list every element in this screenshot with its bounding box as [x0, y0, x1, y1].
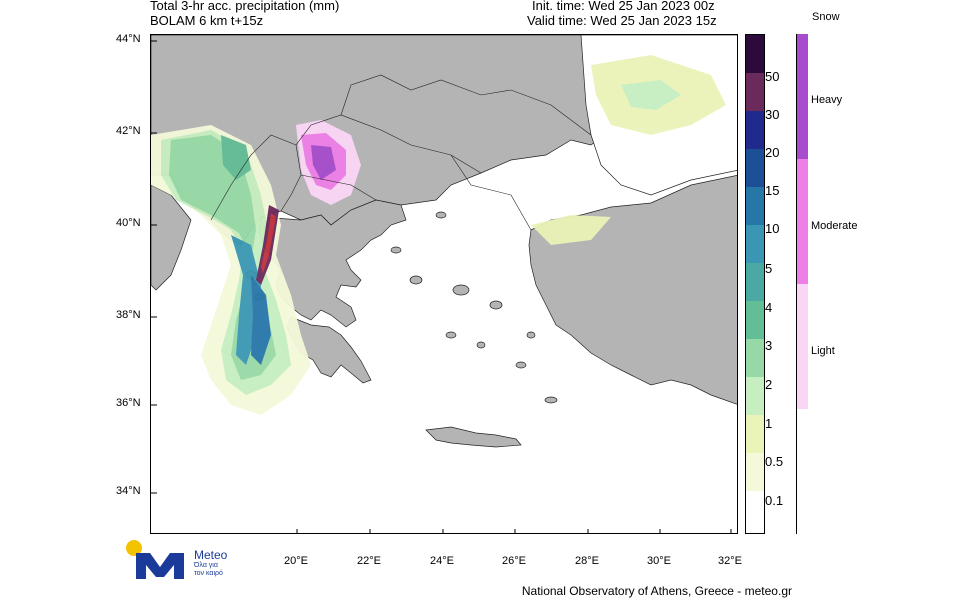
legend-label-20: 20 [765, 145, 780, 160]
snow-label-light: Light [811, 345, 835, 357]
logo-name: Meteo [194, 548, 228, 562]
axis-ticks [151, 40, 732, 533]
lon-label-30: 30°E [647, 555, 671, 567]
legend-swatch-1 [746, 377, 764, 415]
logo-tagline: Όλα για τον καιρό [194, 562, 223, 578]
lat-label-40: 40°N [116, 217, 141, 229]
lat-label-36: 36°N [116, 397, 141, 409]
logo-tagline-1: Όλα για [194, 562, 218, 569]
legend-swatch-10 [746, 187, 764, 225]
snow-swatch-none [797, 409, 808, 534]
legend-label-0-5: 0.5 [765, 454, 784, 469]
valid-time: Valid time: Wed 25 Jan 2023 15z [527, 13, 717, 28]
model-subtitle: BOLAM 6 km t+15z [150, 13, 264, 28]
lon-label-22: 22°E [357, 555, 381, 567]
snow-label-moderate: Moderate [811, 220, 858, 232]
legend-label-1: 1 [765, 416, 773, 431]
legend-swatch-20 [746, 111, 764, 149]
lon-label-28: 28°E [575, 555, 599, 567]
legend-swatch-4 [746, 263, 764, 301]
legend-label-2: 2 [765, 377, 773, 392]
legend-swatch-0-5 [746, 415, 764, 453]
legend-label-50: 50 [765, 69, 780, 84]
init-time: Init. time: Wed 25 Jan 2023 00z [532, 0, 715, 13]
sun-icon [126, 540, 142, 556]
legend-swatch-30 [746, 73, 764, 111]
footer-credit: National Observatory of Athens, Greece -… [521, 584, 792, 598]
lat-label-42: 42°N [116, 125, 141, 137]
lon-label-26: 26°E [502, 555, 526, 567]
legend-swatch-2 [746, 339, 764, 377]
legend-label-15: 15 [765, 183, 780, 198]
legend-label-0-1: 0.1 [765, 493, 784, 508]
snow-swatch-light [797, 284, 808, 409]
legend-swatch-50 [746, 35, 764, 73]
legend-label-5: 5 [765, 261, 773, 276]
precip-legend [745, 34, 765, 534]
lon-label-32: 32°E [718, 555, 742, 567]
legend-swatch-15 [746, 149, 764, 187]
snow-legend [796, 34, 808, 534]
legend-label-10: 10 [765, 221, 780, 236]
snow-legend-title: Snow [812, 11, 840, 23]
map-canvas [151, 35, 737, 533]
meteo-logo[interactable] [124, 537, 244, 581]
snow-label-heavy: Heavy [811, 94, 843, 106]
legend-label-3: 3 [765, 338, 773, 353]
meteo-m-icon [136, 553, 184, 579]
legend-label-30: 30 [765, 107, 780, 122]
snow-swatch-heavy [797, 34, 808, 159]
map-title: Total 3-hr acc. precipitation (mm) [150, 0, 340, 13]
precipitation-map[interactable] [150, 34, 738, 534]
logo-tagline-2: τον καιρό [194, 570, 223, 577]
lat-label-38: 38°N [116, 309, 141, 321]
legend-swatch-5 [746, 225, 764, 263]
lat-label-44: 44°N [116, 33, 141, 45]
lon-label-24: 24°E [430, 555, 454, 567]
legend-swatch-zero [746, 491, 764, 533]
legend-swatch-3 [746, 301, 764, 339]
border-lines [210, 74, 592, 231]
lon-label-20: 20°E [284, 555, 308, 567]
lat-label-34: 34°N [116, 485, 141, 497]
legend-label-4: 4 [765, 300, 773, 315]
snow-swatch-moderate [797, 159, 808, 284]
legend-swatch-0-1 [746, 453, 764, 491]
